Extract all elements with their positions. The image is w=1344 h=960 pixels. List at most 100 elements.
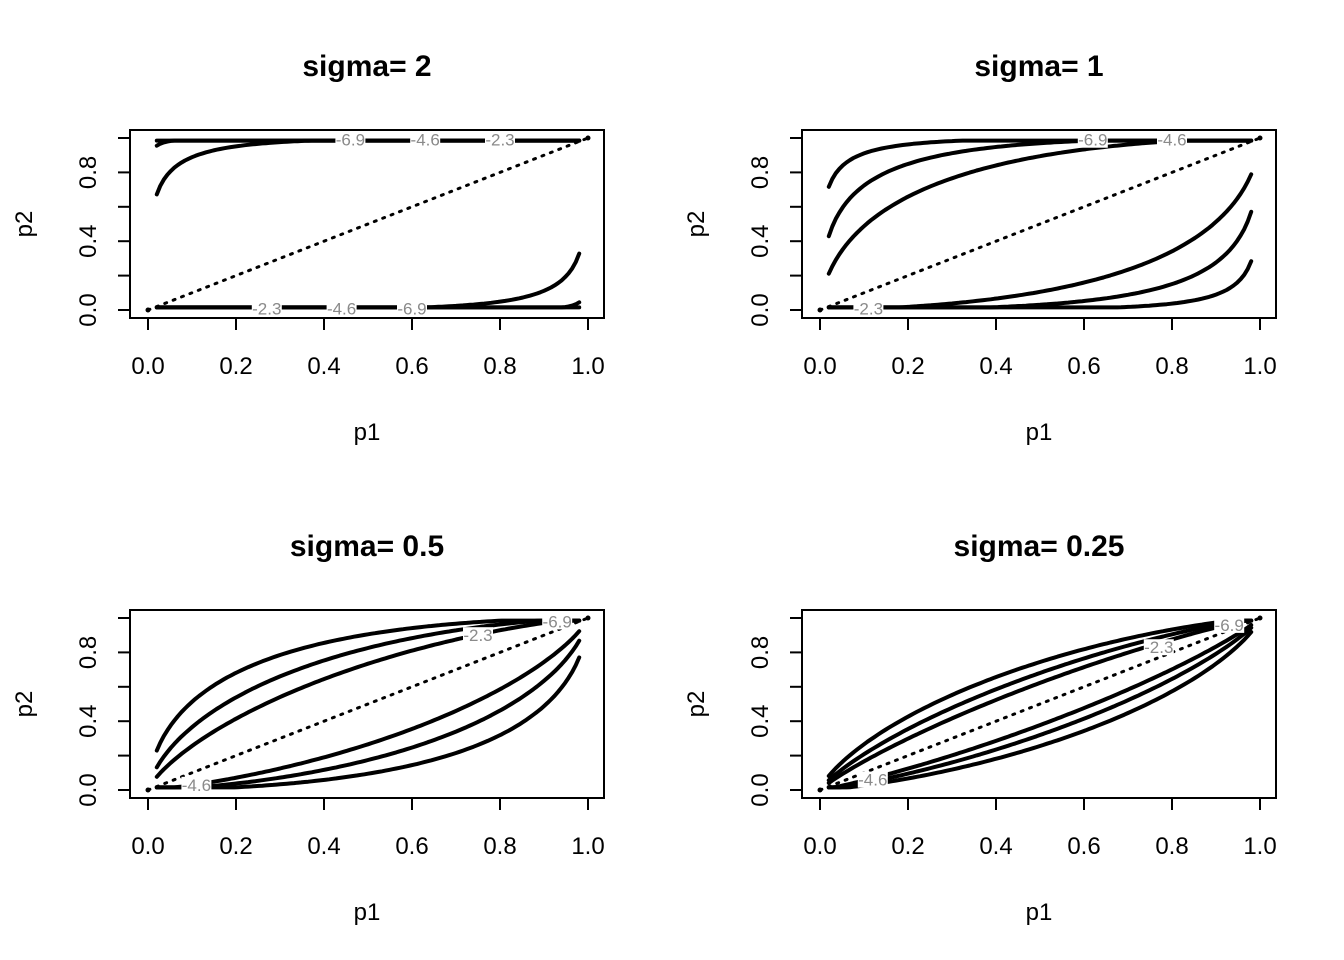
contour-label: -6.9: [543, 612, 572, 631]
x-tick-label: 0.6: [1067, 833, 1100, 860]
contour-line-upper-3: [826, 138, 1254, 189]
corner-point: [145, 787, 151, 793]
corner-point: [1257, 615, 1263, 621]
contour-label: -4.6: [858, 771, 887, 790]
contour-line-upper-3: [826, 618, 1254, 778]
contour-label: -6.9: [1078, 131, 1107, 150]
y-tick-label: 0.4: [747, 705, 774, 738]
x-tick-label: 0.2: [219, 353, 252, 380]
contour-label: -2.3: [463, 626, 492, 645]
contour-label: -6.9: [397, 299, 426, 318]
panel-title: sigma= 0.25: [954, 530, 1125, 563]
contour-label: -6.9: [1215, 616, 1244, 635]
contour-label-bg: [326, 300, 357, 317]
y-tick-label: 0.4: [75, 225, 102, 258]
contour-label-bg: [251, 300, 282, 317]
corner-point: [817, 307, 823, 313]
x-tick-label: 1.0: [571, 833, 604, 860]
x-tick-label: 1.0: [1243, 353, 1276, 380]
corner-point: [1257, 135, 1263, 141]
contour-label: -6.9: [336, 131, 365, 150]
contour-label: -4.6: [182, 776, 211, 795]
contour-line-lower-1: [154, 629, 582, 790]
contour-line-lower-1: [826, 172, 1254, 310]
x-tick-label: 0.2: [891, 833, 924, 860]
contour-label-bg: [853, 300, 884, 317]
reference-line: [146, 616, 590, 792]
x-tick-label: 0.8: [483, 353, 516, 380]
contour-label-bg: [485, 131, 515, 148]
y-axis-label: p2: [683, 211, 710, 238]
y-tick-label: 0.8: [75, 636, 102, 669]
contour-label-bg: [542, 613, 573, 630]
x-tick-label: 0.8: [1155, 833, 1188, 860]
x-tick-label: 0.6: [395, 353, 428, 380]
contour-line-lower-3: [826, 630, 1254, 790]
x-tick-label: 0.4: [307, 833, 340, 860]
panel-title: sigma= 1: [974, 50, 1103, 83]
panel-4: sigma= 0.25 0.0 0.2 0.4 0.6 0.8 1.0 0.0 0.4 0.8 p1…: [683, 530, 1277, 926]
x-tick-label: 0.4: [979, 833, 1012, 860]
contour-line-lower-3: [154, 655, 582, 790]
y-tick-label: 0.0: [747, 293, 774, 326]
contour-label-bg: [463, 627, 493, 644]
contour-label-bg: [1157, 131, 1187, 148]
contour-label: -2.3: [252, 299, 281, 318]
panel-title: sigma= 2: [302, 50, 431, 83]
contour-label-bg: [397, 300, 427, 317]
x-axis-label: p1: [354, 899, 381, 926]
y-tick-label: 0.0: [75, 773, 102, 806]
contour-line-lower-1: [826, 623, 1254, 790]
contour-label-bg: [181, 776, 212, 793]
y-tick-label: 0.8: [75, 156, 102, 189]
corner-point: [817, 787, 823, 793]
panel-2: sigma= 1 0.0 0.2 0.4 0.6 0.8 1.0 0.0 0.4 0.8 p1 p2 -…: [683, 50, 1277, 446]
x-axis-label: p1: [1026, 419, 1053, 446]
contour-label-bg: [1143, 639, 1174, 656]
reference-line: [818, 616, 1262, 792]
contour-label: -2.3: [485, 131, 514, 150]
x-axis-label: p1: [354, 419, 381, 446]
x-tick-label: 0.6: [395, 833, 428, 860]
x-axis-label: p1: [1026, 899, 1053, 926]
y-tick-label: 0.0: [747, 773, 774, 806]
contour-line-upper-1: [826, 618, 1254, 785]
corner-point: [145, 307, 151, 313]
x-tick-label: 0.8: [1155, 353, 1188, 380]
y-tick-label: 0.0: [75, 293, 102, 326]
contour-label-bg: [1214, 616, 1245, 633]
contour-label: -4.6: [1157, 131, 1186, 150]
x-tick-label: 1.0: [1243, 833, 1276, 860]
contour-line-lower-1: [154, 251, 582, 310]
x-tick-label: 0.6: [1067, 353, 1100, 380]
x-tick-label: 0.0: [803, 833, 836, 860]
x-tick-label: 0.0: [131, 353, 164, 380]
contour-label-bg: [857, 771, 888, 788]
y-axis-label: p2: [683, 691, 710, 718]
contour-line-upper-1: [154, 138, 582, 197]
reference-line: [818, 136, 1262, 312]
x-tick-label: 1.0: [571, 353, 604, 380]
y-tick-label: 0.4: [75, 705, 102, 738]
x-tick-label: 0.4: [979, 353, 1012, 380]
contour-line-upper-1: [826, 138, 1254, 276]
contour-label: -2.3: [1144, 638, 1173, 657]
contour-label: -2.3: [854, 299, 883, 318]
contour-line-upper-1: [154, 618, 582, 779]
contour-label: -4.6: [327, 299, 356, 318]
corner-point: [585, 615, 591, 621]
x-tick-label: 0.2: [219, 833, 252, 860]
contour-label: -4.6: [411, 131, 440, 150]
y-tick-label: 0.8: [747, 156, 774, 189]
contour-label-bg: [1077, 131, 1108, 148]
y-tick-label: 0.4: [747, 225, 774, 258]
contour-line-upper-3: [154, 618, 582, 753]
y-axis-label: p2: [11, 211, 38, 238]
contour-line-lower-2: [154, 638, 582, 790]
panel-3: sigma= 0.5 0.0 0.2 0.4 0.6 0.8 1.0 0.0 0.4 0.8 p1 p…: [11, 530, 605, 926]
contour-line-lower-2: [826, 625, 1254, 790]
contour-label-bg: [410, 131, 441, 148]
panel-1: sigma= 2 0.0 0.2 0.4 0.6 0.8 1.0 0.0 0.4 0.8 p1 p2 -…: [11, 50, 605, 446]
corner-point: [585, 135, 591, 141]
